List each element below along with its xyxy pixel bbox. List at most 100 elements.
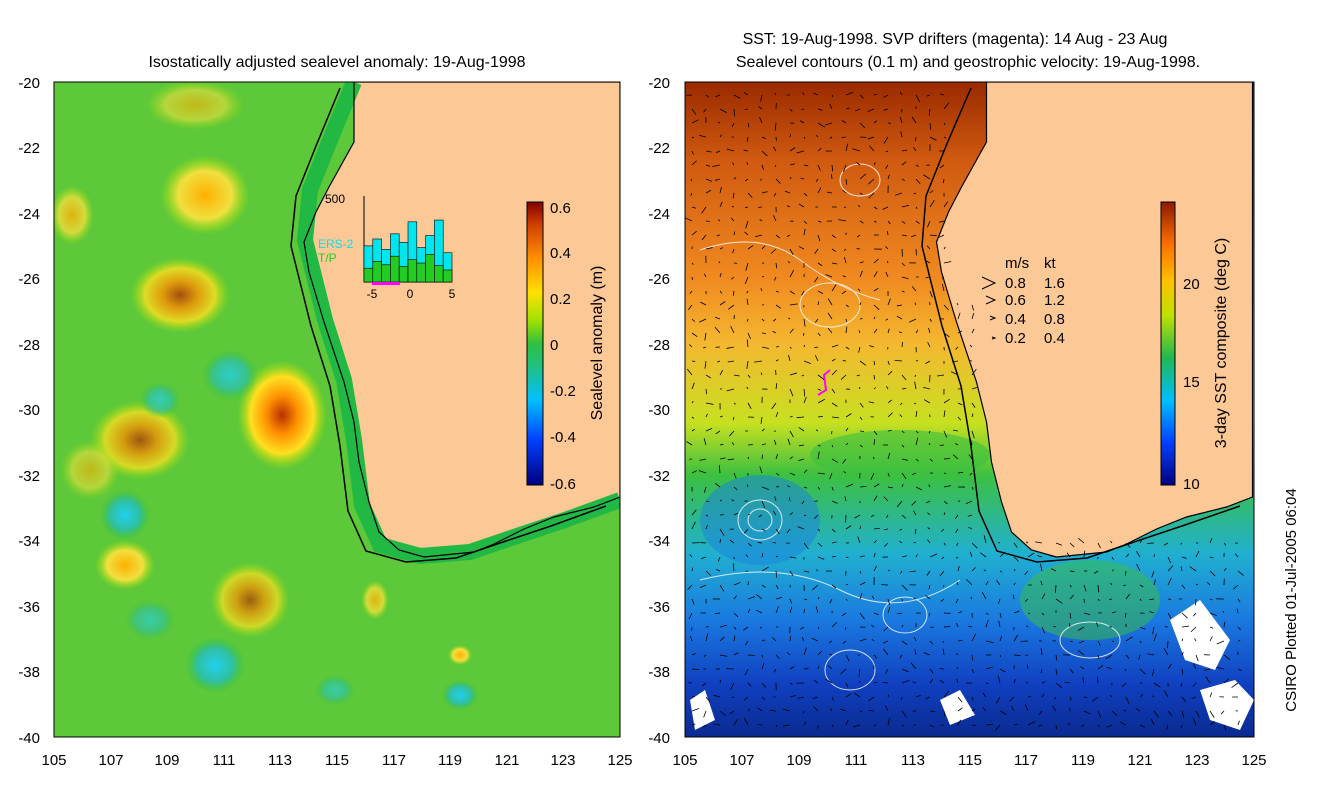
velocity-arrow [761, 191, 768, 194]
velocity-arrow [758, 106, 763, 110]
velocity-arrow [1216, 666, 1225, 670]
velocity-arrow [1237, 598, 1241, 603]
velocity-arrow [691, 400, 694, 404]
velocity-arrow [901, 483, 904, 488]
velocity-arrow [744, 640, 749, 646]
velocity-arrow [803, 514, 807, 517]
velocity-arrow [923, 386, 931, 390]
velocity-arrow [883, 108, 889, 111]
velocity-arrow [882, 640, 889, 644]
inset-bar-tp [398, 266, 409, 283]
velocity-arrow [887, 298, 891, 306]
lat-tick: -40 [648, 730, 670, 747]
velocity-arrow [789, 388, 794, 397]
velocity-arrow [971, 724, 977, 727]
velocity-arrow [1049, 555, 1057, 558]
velocity-arrow [703, 346, 707, 349]
velocity-arrow [1083, 550, 1086, 558]
velocity-arrow [1237, 640, 1241, 642]
velocity-arrow [971, 633, 976, 642]
velocity-arrow [733, 177, 737, 180]
velocity-arrow [1069, 594, 1074, 600]
velocity-arrow [887, 399, 892, 404]
velocity-arrow [773, 215, 777, 222]
velocity-arrow [869, 145, 875, 152]
inset-bar-tp [416, 262, 426, 283]
lon-tick: 119 [1071, 752, 1095, 769]
velocity-arrow [831, 584, 837, 589]
velocity-arrow [899, 331, 903, 334]
velocity-arrow [942, 584, 945, 588]
velocity-arrow [1050, 568, 1057, 572]
velocity-arrow [1139, 724, 1145, 728]
velocity-arrow [789, 269, 795, 278]
velocity-arrow [760, 416, 763, 424]
velocity-arrow [971, 413, 974, 418]
velocity-arrow [757, 542, 763, 544]
velocity-arrow [1027, 552, 1035, 558]
velocity-arrow [746, 136, 749, 142]
velocity-arrow [899, 91, 903, 96]
velocity-arrow [913, 541, 917, 544]
velocity-arrow [929, 678, 934, 684]
velocity-arrow [901, 472, 907, 480]
velocity-arrow [719, 654, 728, 657]
velocity-arrow [829, 472, 833, 480]
velocity-arrow [928, 612, 931, 617]
velocity-arrow [729, 710, 735, 715]
velocity-arrow [691, 416, 695, 419]
velocity-arrow [746, 360, 749, 369]
velocity-arrow [1040, 668, 1043, 674]
velocity-arrow [691, 318, 696, 322]
velocity-arrow [1041, 612, 1045, 616]
velocity-arrow [1097, 665, 1104, 670]
velocity-arrow [884, 542, 889, 547]
velocity-arrow [1097, 676, 1099, 684]
velocity-arrow [950, 371, 959, 376]
velocity-arrow [758, 514, 763, 518]
velocity-arrow [796, 416, 805, 419]
lat-tick: -26 [18, 271, 40, 288]
velocity-arrow [817, 301, 820, 306]
velocity-arrow [814, 346, 819, 349]
velocity-arrow [859, 261, 864, 264]
velocity-arrow [1195, 598, 1197, 606]
velocity-arrow [746, 162, 749, 166]
velocity-arrow [943, 246, 946, 250]
velocity-arrow [1153, 633, 1157, 642]
velocity-arrow [912, 681, 917, 684]
velocity-key-ms: 0.2 [1005, 330, 1026, 347]
velocity-key-ms: 0.8 [1005, 275, 1026, 292]
velocity-arrow [943, 136, 947, 139]
velocity-arrow [1209, 692, 1213, 698]
velocity-key-ms: 0.4 [1005, 311, 1026, 328]
velocity-arrow [995, 696, 1001, 704]
velocity-arrow [856, 234, 861, 238]
velocity-arrow [796, 150, 805, 154]
velocity-arrow [943, 398, 950, 404]
velocity-arrow [747, 596, 756, 600]
velocity-arrow [1026, 664, 1029, 670]
velocity-arrow [943, 201, 949, 208]
velocity-arrow [1013, 654, 1021, 656]
velocity-arrow [873, 206, 878, 210]
velocity-arrow [705, 696, 711, 703]
velocity-arrow [843, 164, 847, 173]
velocity-arrow [772, 330, 777, 334]
inset-bar-tp [372, 261, 382, 283]
velocity-arrow [831, 528, 836, 533]
velocity-arrow [998, 620, 1001, 628]
velocity-arrow [733, 472, 737, 479]
velocity-arrow [691, 509, 697, 516]
velocity-arrow [1108, 598, 1113, 601]
velocity-arrow [1096, 622, 1099, 628]
velocity-arrow [705, 374, 712, 379]
velocity-arrow [747, 245, 754, 250]
velocity-arrow [901, 679, 910, 684]
velocity-arrow [761, 682, 766, 688]
velocity-arrow [705, 514, 709, 517]
velocity-arrow [744, 92, 749, 96]
velocity-arrow [913, 597, 917, 600]
velocity-arrow [760, 288, 763, 292]
velocity-arrow [1209, 612, 1218, 616]
